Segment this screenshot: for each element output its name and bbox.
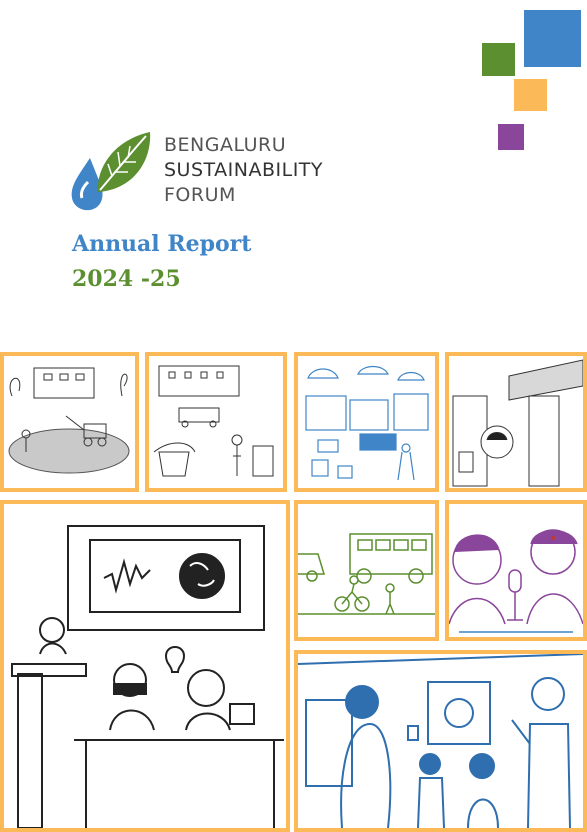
illustration-women-speaking <box>445 500 587 641</box>
decor-square-yellow <box>514 79 547 111</box>
organization-name: BENGALURU SUSTAINABILITY FORUM <box>164 133 323 208</box>
org-name-line1: BENGALURU <box>164 134 287 156</box>
illustration-bus-and-cyclist <box>294 500 439 641</box>
forum-logo-icon <box>71 132 151 211</box>
decor-square-blue <box>524 10 581 67</box>
illustration-classroom-lecture <box>0 500 290 832</box>
illustration-lake-cleanup <box>0 352 139 492</box>
illustration-museum-visit <box>294 650 587 832</box>
org-name-line3: FORUM <box>164 184 236 206</box>
illustration-city-traffic <box>294 352 439 492</box>
report-title: Annual Report <box>72 231 252 257</box>
illustration-street-vendors <box>145 352 287 492</box>
org-name-line2: SUSTAINABILITY <box>164 159 324 181</box>
decor-square-purple <box>498 124 524 150</box>
illustration-metro-station <box>445 352 587 492</box>
report-year: 2024 -25 <box>72 266 181 292</box>
decor-square-green <box>482 43 515 76</box>
